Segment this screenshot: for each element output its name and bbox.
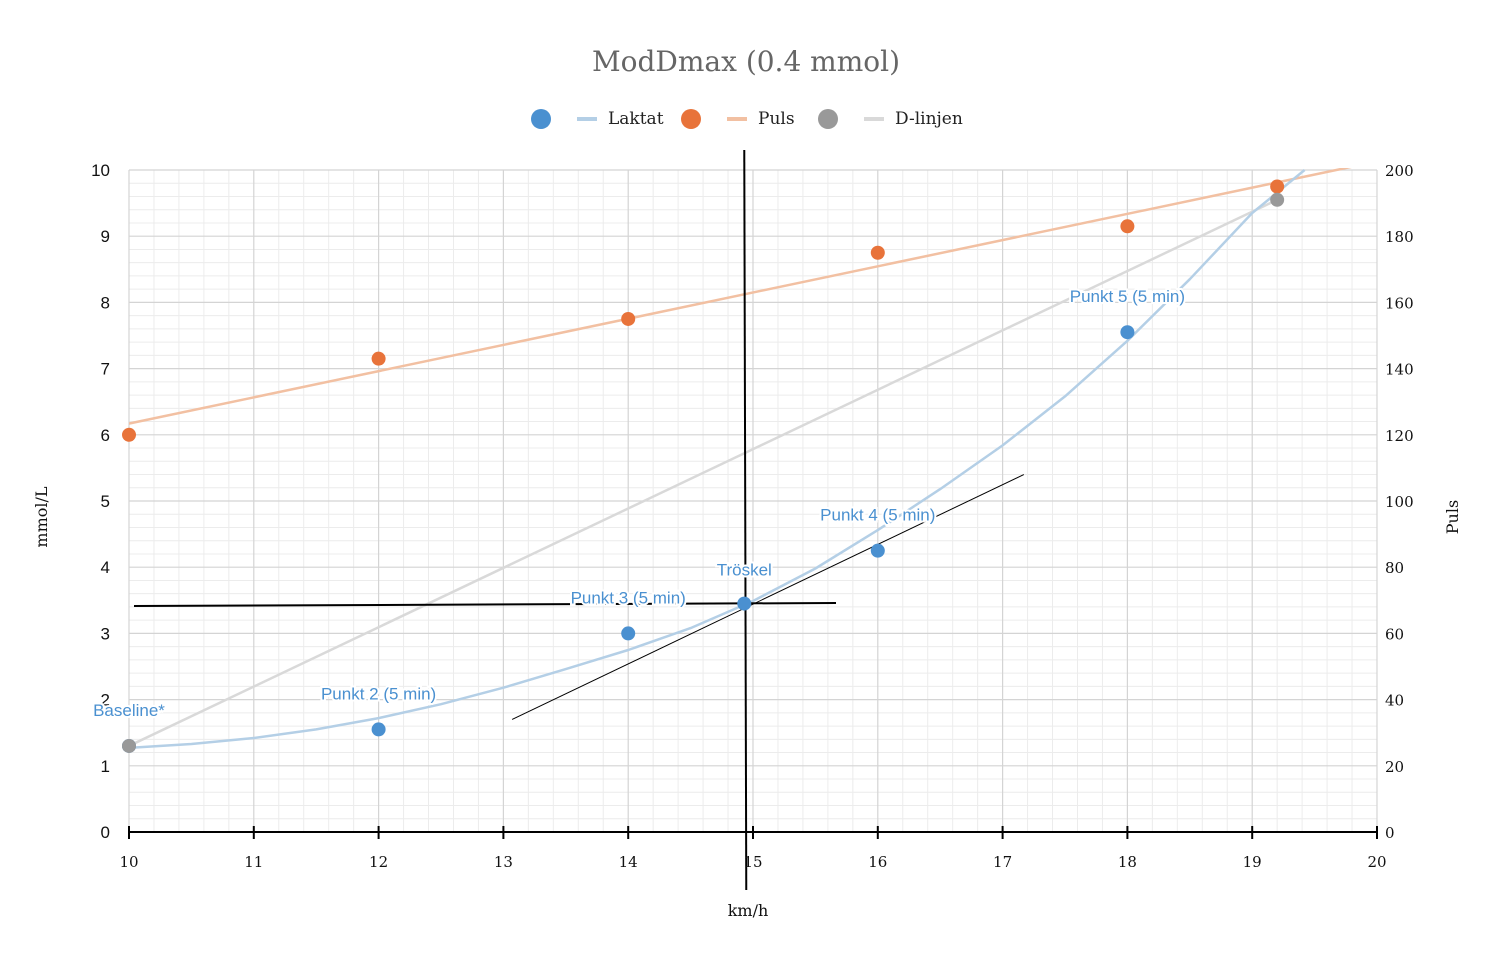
point-label: Punkt 5 (5 min) xyxy=(1070,287,1185,306)
puls-line xyxy=(129,168,1352,425)
y2-axis-title: Puls xyxy=(1443,500,1462,534)
y-tick-label: 8 xyxy=(101,293,110,312)
y2-tick-label: 200 xyxy=(1385,162,1414,180)
series-lines xyxy=(129,168,1352,750)
y2-tick-label: 80 xyxy=(1385,559,1404,577)
tangent-line xyxy=(511,474,1025,720)
legend: Laktat Puls D-linjen xyxy=(531,109,963,129)
x-tick-label: 12 xyxy=(369,853,388,871)
y2-tick-label: 120 xyxy=(1385,427,1414,445)
laktat-point xyxy=(371,722,386,737)
y-tick-label: 6 xyxy=(101,426,110,445)
y-tick-label: 7 xyxy=(101,360,110,379)
y2-tick-label: 180 xyxy=(1385,228,1414,246)
puls-point xyxy=(122,427,136,442)
point-label: Baseline* xyxy=(93,701,165,720)
y-tick-label: 4 xyxy=(101,558,110,577)
y-axis-title: mmol/L xyxy=(32,486,51,547)
x-tick-label: 17 xyxy=(993,853,1012,871)
puls-point xyxy=(1120,219,1135,234)
y2-tick-label: 20 xyxy=(1385,758,1404,776)
y-tick-label: 10 xyxy=(91,161,110,180)
puls-point xyxy=(371,351,386,366)
laktat-point xyxy=(1120,325,1135,340)
y-tick-label: 0 xyxy=(101,823,110,842)
legend-laktat-dot xyxy=(531,109,551,129)
x-tick-label: 10 xyxy=(119,853,138,871)
y2-tick-label: 140 xyxy=(1385,361,1414,379)
laktat-curve xyxy=(129,169,1306,750)
y-tick-label: 2 xyxy=(101,691,110,710)
threshold-markers xyxy=(133,149,1025,891)
y2-tick-label: 60 xyxy=(1385,625,1404,643)
laktat-point xyxy=(621,626,636,641)
y-tick-label: 5 xyxy=(101,492,110,511)
point-label: Punkt 2 (5 min) xyxy=(321,684,436,703)
threshold-horizontal-line xyxy=(133,602,837,607)
point-label: Tröskel xyxy=(717,561,772,580)
puls-point xyxy=(1270,179,1285,194)
y2-tick-label: 0 xyxy=(1385,824,1395,842)
y-tick-label: 9 xyxy=(101,227,110,246)
x-tick-label: 16 xyxy=(868,853,887,871)
x-tick-label: 13 xyxy=(494,853,513,871)
point-label: Punkt 3 (5 min) xyxy=(571,588,686,607)
puls-point xyxy=(621,311,636,326)
y2-tick-label: 160 xyxy=(1385,294,1414,312)
x-tick-label: 19 xyxy=(1243,853,1262,871)
laktat-point xyxy=(737,596,752,611)
dlinjen-point xyxy=(1270,192,1285,207)
dlinjen-line xyxy=(129,198,1278,748)
laktat-point xyxy=(870,543,885,558)
chart-title: ModDmax (0.4 mmol) xyxy=(592,45,900,78)
x-tick-label: 11 xyxy=(244,853,263,871)
x-axis-title: km/h xyxy=(728,901,769,920)
axes: 10 11 12 13 14 15 16 17 18 19 20012345678910020406… xyxy=(91,161,1414,871)
x-tick-label: 15 xyxy=(743,853,762,871)
legend-puls-dot xyxy=(681,109,701,129)
grid-major xyxy=(128,169,1378,833)
dlinjen-point xyxy=(122,738,136,753)
legend-laktat-label: Laktat xyxy=(608,109,664,129)
y2-tick-label: 40 xyxy=(1385,692,1404,710)
legend-puls-label: Puls xyxy=(758,109,795,129)
puls-point xyxy=(870,245,885,260)
y-tick-label: 3 xyxy=(101,624,110,643)
legend-dlinjen-dot xyxy=(818,109,838,129)
data-points xyxy=(122,179,1285,753)
x-tick-label: 14 xyxy=(619,853,638,871)
point-label: Punkt 4 (5 min) xyxy=(820,506,935,525)
x-tick-label: 20 xyxy=(1367,853,1386,871)
y-tick-label: 1 xyxy=(101,757,110,776)
threshold-vertical-line xyxy=(743,149,748,891)
y2-tick-label: 100 xyxy=(1385,493,1414,511)
legend-dlinjen-label: D-linjen xyxy=(895,109,963,129)
x-tick-label: 18 xyxy=(1118,853,1137,871)
point-labels: Baseline* Punkt 2 (5 min) Punkt 3 (5 min) T… xyxy=(91,285,1187,722)
